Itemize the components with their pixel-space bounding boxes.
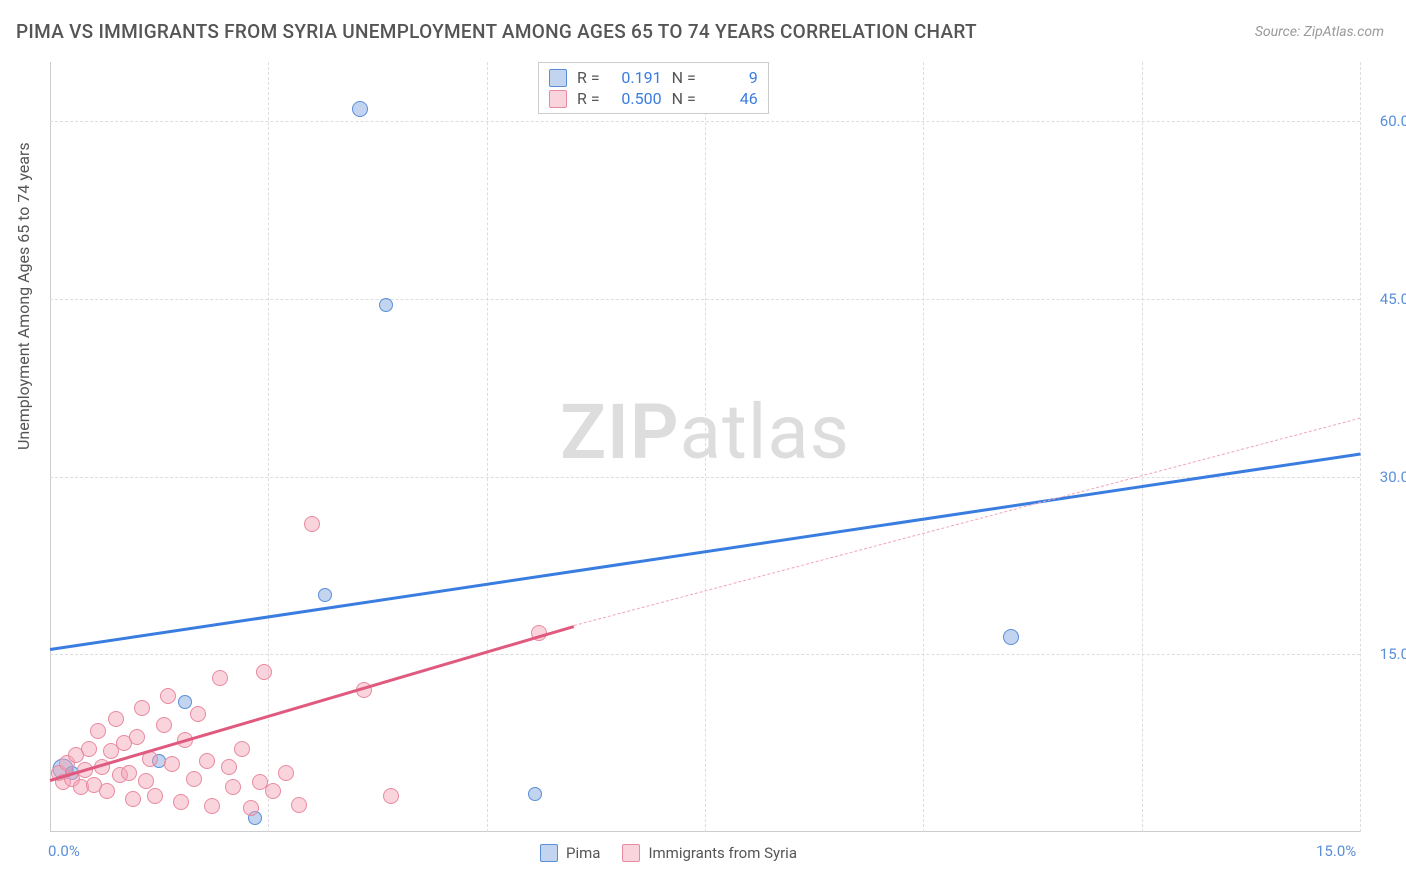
r-label: R = — [577, 89, 600, 108]
gridline-vertical — [1360, 62, 1361, 832]
legend-row-syria: R = 0.500 N = 46 — [549, 88, 758, 109]
data-point-syria — [108, 711, 124, 727]
swatch-syria — [549, 90, 567, 108]
data-point-syria — [138, 773, 154, 789]
watermark-bold: ZIP — [560, 387, 680, 477]
legend-item-syria: Immigrants from Syria — [622, 844, 797, 862]
data-point-pima — [352, 101, 368, 117]
data-point-syria — [160, 688, 176, 704]
y-tick-label: 15.0% — [1365, 645, 1406, 663]
data-point-pima — [178, 695, 192, 709]
legend-label-syria: Immigrants from Syria — [648, 844, 797, 862]
data-point-syria — [90, 723, 106, 739]
n-label: N = — [672, 89, 696, 108]
data-point-pima — [528, 787, 542, 801]
data-point-syria — [173, 794, 189, 810]
data-point-syria — [99, 783, 115, 799]
data-point-syria — [256, 664, 272, 680]
data-point-syria — [265, 783, 281, 799]
legend-row-pima: R = 0.191 N = 9 — [549, 67, 758, 88]
legend-label-pima: Pima — [566, 844, 600, 862]
data-point-syria — [221, 759, 237, 775]
data-point-syria — [225, 779, 241, 795]
y-tick-label: 60.0% — [1365, 112, 1406, 130]
data-point-syria — [186, 771, 202, 787]
data-point-syria — [199, 753, 215, 769]
r-label: R = — [577, 68, 600, 87]
data-point-syria — [129, 729, 145, 745]
swatch-syria-icon — [622, 844, 640, 862]
y-axis-label: Unemployment Among Ages 65 to 74 years — [14, 142, 33, 450]
gridline-vertical — [923, 62, 924, 832]
data-point-syria — [81, 741, 97, 757]
correlation-legend: R = 0.191 N = 9 R = 0.500 N = 46 — [538, 62, 769, 114]
y-axis-line — [50, 62, 51, 832]
gridline-vertical — [487, 62, 488, 832]
data-point-syria — [304, 516, 320, 532]
plot-surface: ZIPatlas 15.0%30.0%45.0%60.0%0.0%15.0% — [50, 62, 1360, 832]
data-point-syria — [234, 741, 250, 757]
data-point-syria — [278, 765, 294, 781]
x-tick-label: 15.0% — [1316, 842, 1356, 860]
data-point-syria — [204, 798, 220, 814]
legend-item-pima: Pima — [540, 844, 600, 862]
data-point-syria — [243, 800, 259, 816]
data-point-syria — [383, 788, 399, 804]
data-point-syria — [212, 670, 228, 686]
series-legend: Pima Immigrants from Syria — [540, 844, 797, 862]
swatch-pima-icon — [540, 844, 558, 862]
chart-area: ZIPatlas 15.0%30.0%45.0%60.0%0.0%15.0% R… — [50, 62, 1360, 832]
data-point-syria — [291, 797, 307, 813]
chart-title: PIMA VS IMMIGRANTS FROM SYRIA UNEMPLOYME… — [16, 20, 977, 43]
data-point-pima — [318, 588, 332, 602]
data-point-syria — [190, 706, 206, 722]
x-tick-label: 0.0% — [48, 842, 80, 860]
swatch-pima — [549, 69, 567, 87]
trend-line — [574, 417, 1360, 625]
n-label: N = — [672, 68, 696, 87]
r-value-pima: 0.191 — [610, 68, 662, 87]
data-point-syria — [147, 788, 163, 804]
data-point-pima — [379, 298, 393, 312]
trend-line — [50, 625, 575, 782]
data-point-syria — [156, 717, 172, 733]
source-attribution: Source: ZipAtlas.com — [1255, 24, 1384, 40]
y-tick-label: 45.0% — [1365, 290, 1406, 308]
data-point-syria — [121, 765, 137, 781]
gridline-vertical — [1142, 62, 1143, 832]
y-tick-label: 30.0% — [1365, 468, 1406, 486]
data-point-syria — [125, 791, 141, 807]
data-point-syria — [164, 756, 180, 772]
n-value-pima: 9 — [706, 68, 758, 87]
gridline-vertical — [705, 62, 706, 832]
n-value-syria: 46 — [706, 89, 758, 108]
data-point-syria — [134, 700, 150, 716]
r-value-syria: 0.500 — [610, 89, 662, 108]
data-point-pima — [1003, 629, 1019, 645]
